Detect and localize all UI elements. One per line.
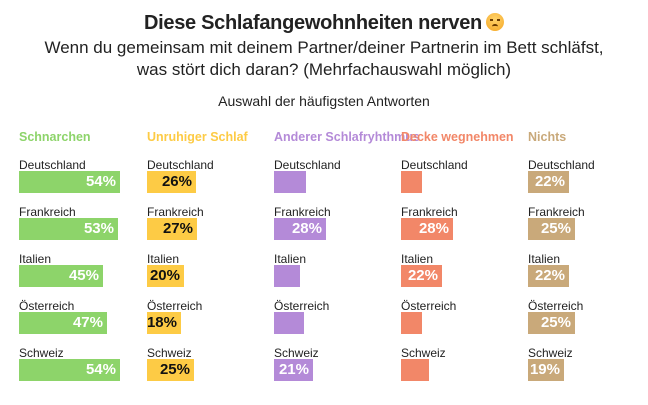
category-label: Österreich [19,299,75,313]
data-label: 19% [529,361,560,378]
bar: 21% [274,359,313,381]
bar: 22% [401,265,442,287]
bar: 25% [528,312,575,334]
data-label: 28% [418,220,449,237]
bar: 26% [147,171,196,193]
angry-face-icon [485,13,504,31]
data-label: 22% [407,267,438,284]
data-label: 25% [540,314,571,331]
category-label: Frankreich [401,205,458,219]
series-title: Nichts [528,130,567,144]
series-title: Schnarchen [19,130,91,144]
category-label: Österreich [401,299,457,313]
bar: 19% [528,359,564,381]
bar [401,312,422,334]
chart-note: Auswahl der häufigsten Antworten [218,93,430,109]
data-label: 25% [159,361,190,378]
category-label: Österreich [528,299,584,313]
bar: 22% [528,171,569,193]
bar: 25% [528,218,575,240]
series-title: Decke wegnehmen [401,130,514,144]
data-label: 28% [291,220,322,237]
data-label: 20% [149,267,180,284]
category-label: Frankreich [147,205,204,219]
bar [274,312,304,334]
bar [401,171,422,193]
series-column: Decke wegnehmen Deutschland Frankreich 28% I… [401,130,526,381]
bar: 28% [401,218,453,240]
bar: 47% [19,312,107,334]
title-text: Diese Schlafangewohnheiten nerven [144,12,482,34]
series-column: Schnarchen Deutschland 54% Frankreich 53% Ita… [19,130,144,381]
category-label: Italien [19,252,52,266]
bar: 54% [19,171,120,193]
bar: 53% [19,218,118,240]
category-label: Italien [401,252,434,266]
data-label: 27% [162,220,193,237]
data-label: 21% [278,361,309,378]
category-label: Schweiz [528,346,573,360]
bar: 54% [19,359,120,381]
series-title: Unruhiger Schlaf [147,130,248,144]
data-label: 25% [540,220,571,237]
data-label: 22% [534,267,565,284]
bar: 20% [147,265,184,287]
data-label: 18% [146,314,177,331]
data-label: 53% [83,220,114,237]
category-label: Deutschland [19,158,86,172]
category-label: Schweiz [274,346,319,360]
category-label: Italien [147,252,180,266]
category-label: Frankreich [528,205,585,219]
category-label: Deutschland [274,158,341,172]
chart-subtitle: Wenn du gemeinsam mit deinem Partner/dei… [44,38,604,79]
bar: 25% [147,359,194,381]
bar [274,265,300,287]
category-label: Österreich [147,299,203,313]
series-title: Anderer Schlafryhthmus [274,130,420,144]
category-label: Italien [274,252,307,266]
bar [274,171,306,193]
data-label: 47% [72,314,103,331]
bar: 18% [147,312,181,334]
data-label: 45% [68,267,99,284]
category-label: Schweiz [147,346,192,360]
category-label: Schweiz [401,346,446,360]
category-label: Deutschland [528,158,595,172]
chart-title: Diese Schlafangewohnheiten nerven [0,12,648,35]
bar: 45% [19,265,103,287]
category-label: Schweiz [19,346,64,360]
bar [401,359,429,381]
bar: 28% [274,218,326,240]
series-column: Nichts Deutschland 22% Frankreich 25% Italien… [528,130,648,381]
category-label: Frankreich [19,205,76,219]
bar: 27% [147,218,197,240]
category-label: Deutschland [401,158,468,172]
data-label: 26% [161,173,192,190]
data-label: 54% [85,361,116,378]
bar: 22% [528,265,569,287]
series-column: Anderer Schlafryhthmus Deutschland Frankre… [274,130,420,381]
category-label: Deutschland [147,158,214,172]
series-column: Unruhiger Schlaf Deutschland 26% Frankreich… [147,130,272,381]
category-label: Italien [528,252,561,266]
category-label: Frankreich [274,205,331,219]
data-label: 22% [534,173,565,190]
data-label: 54% [85,173,116,190]
category-label: Österreich [274,299,330,313]
